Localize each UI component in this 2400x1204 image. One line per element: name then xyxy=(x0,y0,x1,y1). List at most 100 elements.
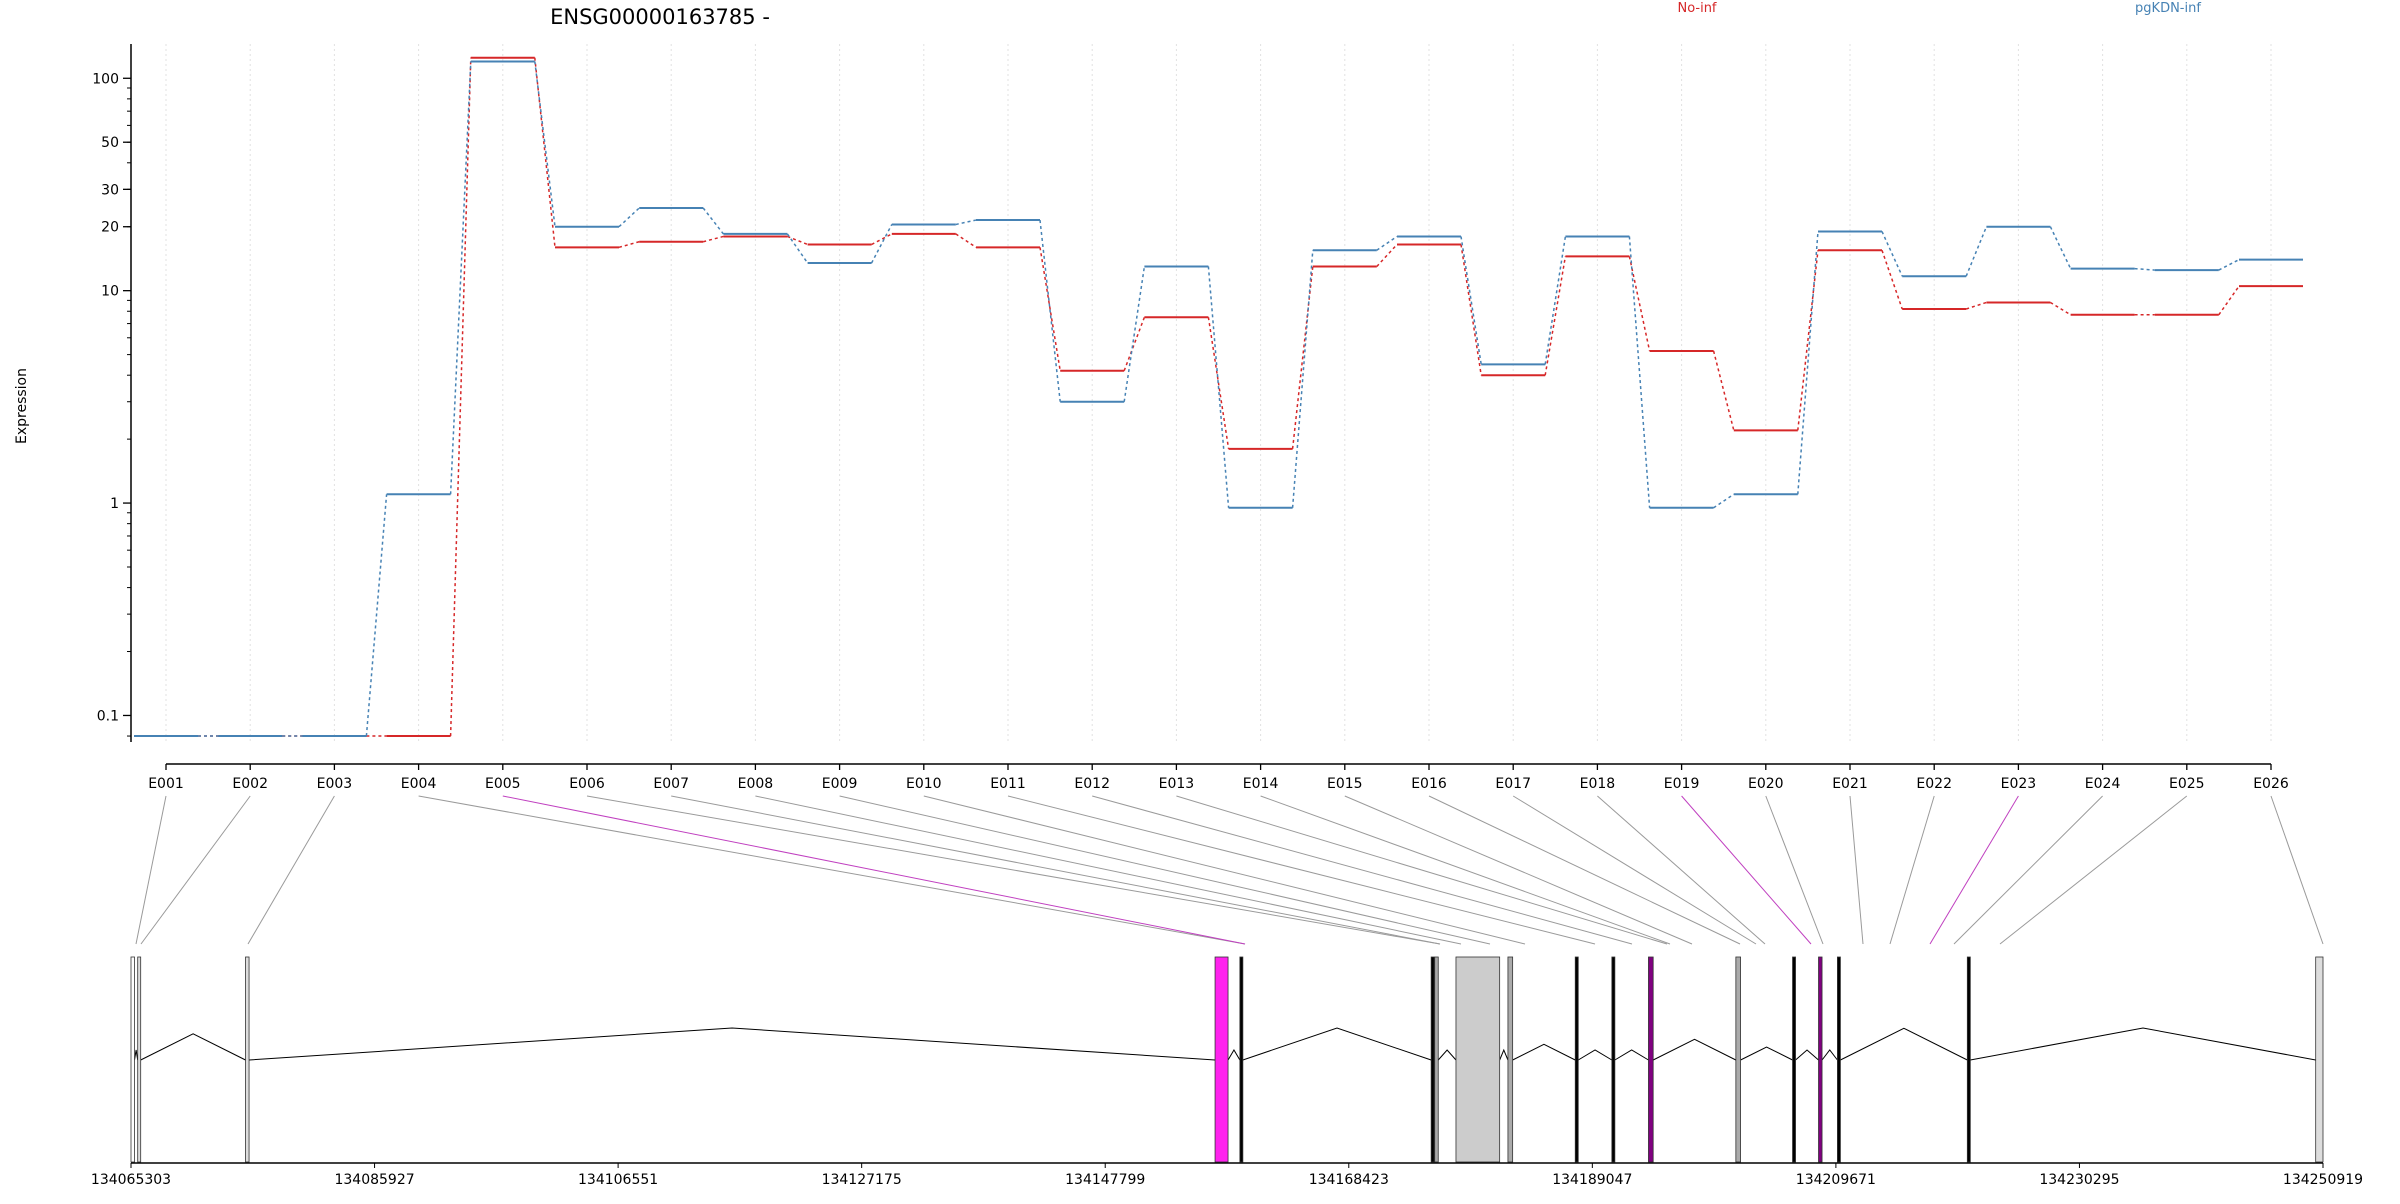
exon-box xyxy=(137,956,142,1163)
y-tick-label: 20 xyxy=(101,220,119,236)
series-connector xyxy=(1291,250,1314,508)
x-tick-label-e014: E014 xyxy=(1243,776,1279,792)
legend: No-inf pgKDN-inf xyxy=(1677,1,2201,16)
series-connector xyxy=(871,233,893,246)
intron-line xyxy=(134,1049,139,1061)
x-tick-label-e004: E004 xyxy=(401,776,437,792)
series-connector xyxy=(2049,226,2072,269)
grid-lines xyxy=(165,44,2272,742)
series-connector xyxy=(1123,266,1146,402)
series-connector xyxy=(618,207,640,228)
series-connector xyxy=(2218,285,2240,316)
exon-box xyxy=(1735,956,1741,1163)
series-connector xyxy=(1544,256,1567,376)
exon-connector-e016 xyxy=(1428,795,1741,945)
x-tick-label-e008: E008 xyxy=(738,776,774,792)
exon-box xyxy=(1239,956,1244,1163)
x-tick-label-e024: E024 xyxy=(2085,776,2121,792)
exon-box xyxy=(2315,956,2324,1163)
y-tick-label: 1 xyxy=(110,496,119,512)
series-pgkdn-inf xyxy=(134,60,2303,738)
x-tick-label-e025: E025 xyxy=(2169,776,2205,792)
x-tick-label-e015: E015 xyxy=(1327,776,1363,792)
exon-box xyxy=(1214,956,1229,1163)
x-tick-label-e023: E023 xyxy=(2001,776,2037,792)
intron-line xyxy=(249,1027,1216,1061)
x-tick-label-e013: E013 xyxy=(1159,776,1195,792)
series-connector xyxy=(1712,350,1735,431)
series-connector xyxy=(1628,256,1651,352)
series-connector xyxy=(1965,301,1987,310)
gene-track xyxy=(130,956,2324,1163)
y-tick-label: 30 xyxy=(101,182,119,198)
coordinate-tick-label: 134209671 xyxy=(1796,1172,1876,1188)
coordinate-tick-label: 134065303 xyxy=(91,1172,171,1188)
exon-box xyxy=(1837,956,1841,1163)
series-connector xyxy=(702,207,724,235)
series-connector xyxy=(1207,266,1230,508)
series-connector xyxy=(534,61,556,227)
series-connector xyxy=(365,494,388,737)
series-connector xyxy=(1713,493,1735,509)
y-axis-label: Expression xyxy=(14,368,30,444)
series-connector xyxy=(1965,226,1988,277)
coordinate-tick-label: 134127175 xyxy=(822,1172,902,1188)
exon-connector-e009 xyxy=(839,795,1491,945)
x-tick-label-e007: E007 xyxy=(653,776,689,792)
series-connector xyxy=(1291,266,1314,449)
series-no-inf xyxy=(134,56,2303,738)
series-connector xyxy=(870,224,893,264)
series-connector xyxy=(1797,250,1819,431)
legend-entry-pgkdn-inf: pgKDN-inf xyxy=(2135,1,2201,16)
series-connector xyxy=(449,61,472,495)
series-connector xyxy=(1544,236,1567,365)
exon-box xyxy=(1966,956,1971,1163)
series-connector xyxy=(1460,244,1482,376)
series-connector xyxy=(1881,250,1903,310)
exon-box xyxy=(1792,956,1796,1163)
exon-connector-e019 xyxy=(1681,795,1812,945)
intron-line xyxy=(140,1033,246,1061)
exon-connector-e004 xyxy=(418,795,1246,945)
series-connector xyxy=(1797,231,1819,495)
intron-line xyxy=(1437,1049,1457,1061)
x-tick-label-e003: E003 xyxy=(317,776,353,792)
coordinate-tick-label: 134189047 xyxy=(1552,1172,1632,1188)
x-tick-label-e005: E005 xyxy=(485,776,521,792)
coordinate-tick-label: 134250919 xyxy=(2283,1172,2363,1188)
chart-title: ENSG00000163785 - xyxy=(550,5,770,29)
exon-box xyxy=(1455,956,1501,1163)
series-connector xyxy=(1460,236,1482,365)
x-tick-label-e011: E011 xyxy=(990,776,1026,792)
exon-connector-e008 xyxy=(755,795,1462,945)
exon-connector-e024 xyxy=(1953,795,2103,945)
intron-line xyxy=(1840,1027,1968,1061)
series-connector xyxy=(955,219,977,226)
x-tick-label-e021: E021 xyxy=(1832,776,1868,792)
exon-connector-e002 xyxy=(140,795,251,945)
exon-connector-e026 xyxy=(2270,795,2324,945)
exon-connector-e014 xyxy=(1260,795,1671,945)
intron-line xyxy=(1652,1038,1737,1061)
exon-box xyxy=(1507,956,1514,1163)
legend-entry-no-inf: No-inf xyxy=(1677,1,1716,16)
exon-connector-e022 xyxy=(1889,795,1935,945)
series-connector xyxy=(618,241,640,249)
x-tick-label-e012: E012 xyxy=(1074,776,1110,792)
exon-connector-e001 xyxy=(135,795,167,945)
intron-line xyxy=(1242,1027,1432,1061)
exon-connector-e021 xyxy=(1849,795,1864,945)
x-tick-label-e019: E019 xyxy=(1664,776,1700,792)
exon-connector-e003 xyxy=(247,795,335,945)
coordinate-tick-label: 134230295 xyxy=(2039,1172,2119,1188)
exon-connector-e006 xyxy=(586,795,1441,945)
x-tick-label-e017: E017 xyxy=(1495,776,1531,792)
exon-connector-e007 xyxy=(671,795,1441,945)
y-tick-label: 0.1 xyxy=(97,708,119,724)
intron-line xyxy=(1512,1043,1576,1061)
exon-box xyxy=(130,956,135,1163)
exon-connector-e015 xyxy=(1344,795,1693,945)
series-connector xyxy=(787,235,808,246)
exon-connector-e011 xyxy=(1007,795,1596,945)
coordinate-tick-label: 134168423 xyxy=(1309,1172,1389,1188)
